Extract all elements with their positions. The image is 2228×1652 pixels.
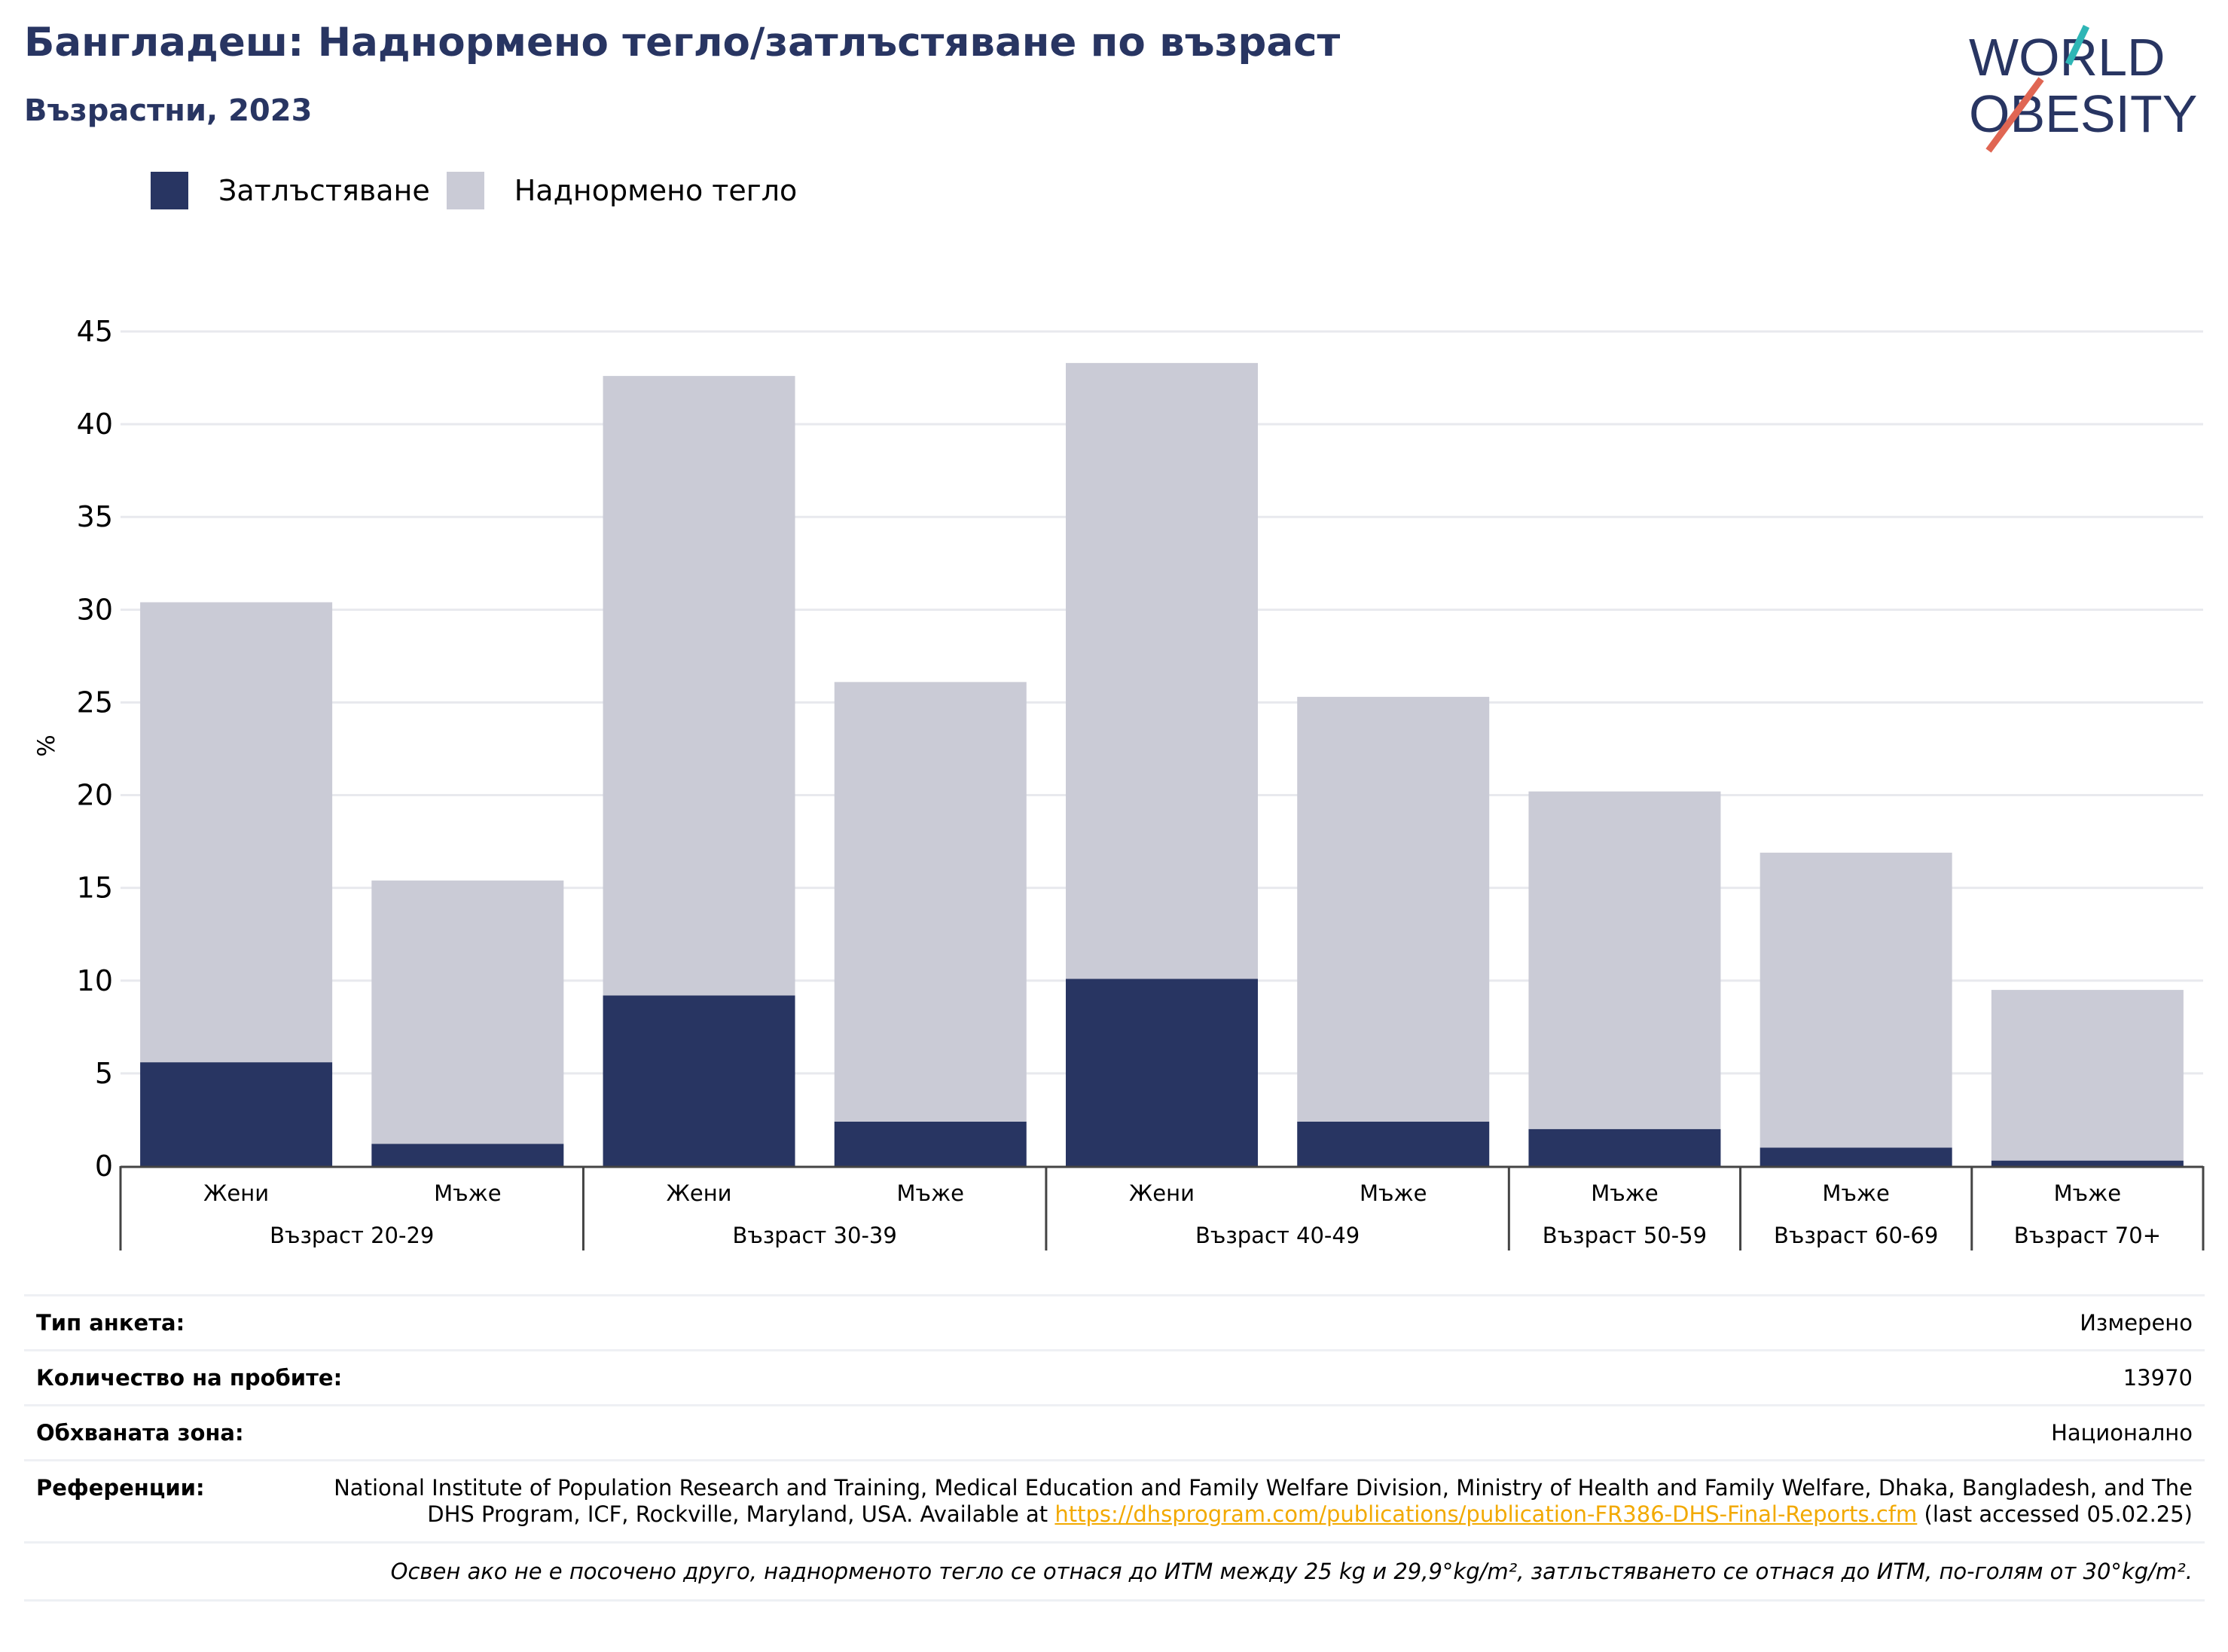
references-suffix: (last accessed 05.02.25) bbox=[1917, 1501, 2193, 1527]
x-tick-label: Мъже bbox=[2054, 1180, 2121, 1206]
logo-text-obesity: OBESITY bbox=[1969, 84, 2197, 143]
chart-title: Бангладеш: Наднормено тегло/затлъстяване… bbox=[24, 20, 1341, 66]
footnote: Освен ако не е посочено друго, наднормен… bbox=[24, 1541, 2205, 1602]
bars bbox=[140, 362, 2184, 1166]
bar-overweight bbox=[1066, 362, 1258, 979]
sample-size-label: Количество на пробите: bbox=[36, 1365, 343, 1391]
x-tick-label: Мъже bbox=[1591, 1180, 1658, 1206]
bar-overweight bbox=[603, 376, 795, 996]
y-tick-label: 25 bbox=[77, 686, 113, 719]
legend-swatch-obesity bbox=[151, 172, 188, 209]
bar-obesity bbox=[371, 1144, 564, 1166]
references-link[interactable]: https://dhsprogram.com/publications/publ… bbox=[1054, 1501, 1918, 1527]
legend-item-obesity: Затлъстяване bbox=[151, 172, 430, 209]
x-tick-label: Мъже bbox=[897, 1180, 964, 1206]
logo-teal-stroke bbox=[2065, 25, 2090, 66]
y-axis: 0 5 10 15 20 25 30 35 40 45 bbox=[77, 315, 113, 1183]
sample-size-value: 13970 bbox=[2123, 1365, 2193, 1391]
bar-obesity bbox=[1297, 1121, 1490, 1166]
logo-text-world: WORLD bbox=[1969, 28, 2165, 87]
bar-overweight bbox=[1760, 852, 1952, 1148]
bar-obesity bbox=[1991, 1160, 2184, 1166]
x-axis: Жени Мъже Жени Мъже Жени Мъже Мъже Мъже МъжеВъзр… bbox=[119, 1165, 2205, 1250]
x-group-label: Възраст 60-69 bbox=[1774, 1223, 1938, 1248]
bar-obesity bbox=[140, 1062, 333, 1166]
y-tick-label: 40 bbox=[77, 408, 113, 441]
legend-label-obesity: Затлъстяване bbox=[218, 174, 430, 207]
bar-obesity bbox=[834, 1121, 1027, 1166]
x-group-label: Възраст 50-59 bbox=[1543, 1223, 1707, 1248]
survey-type-label: Тип анкета: bbox=[36, 1310, 185, 1336]
info-row-survey-type: Тип анкета: Измерено bbox=[24, 1294, 2205, 1349]
x-tick-label: Мъже bbox=[434, 1180, 501, 1206]
bar-overweight bbox=[1297, 697, 1490, 1122]
references-label: Референции: bbox=[36, 1475, 205, 1501]
info-row-area: Обхваната зона: Национално bbox=[24, 1404, 2205, 1459]
bar-obesity bbox=[1528, 1128, 1721, 1166]
bar-overweight bbox=[834, 682, 1027, 1122]
y-tick-label: 0 bbox=[95, 1150, 113, 1183]
info-row-sample-size: Количество на пробите: 13970 bbox=[24, 1349, 2205, 1404]
info-table: Тип анкета: Измерено Количество на проби… bbox=[24, 1294, 2205, 1602]
bar-obesity bbox=[1066, 979, 1258, 1166]
logo-red-stroke bbox=[1985, 77, 2044, 153]
bar-overweight bbox=[1991, 990, 2184, 1161]
legend-swatch-overweight bbox=[446, 172, 484, 209]
bar-overweight bbox=[1528, 791, 1721, 1129]
legend-item-overweight: Наднормено тегло bbox=[446, 172, 798, 209]
survey-type-value: Измерено bbox=[2080, 1310, 2193, 1336]
y-tick-label: 20 bbox=[77, 779, 113, 812]
y-axis-label: % bbox=[33, 734, 60, 756]
area-value: Национално bbox=[2051, 1420, 2193, 1446]
world-obesity-logo: WORLD OBESITY bbox=[1969, 25, 2197, 153]
references-value: National Institute of Population Researc… bbox=[310, 1475, 2193, 1528]
x-group-label: Възраст 30-39 bbox=[733, 1223, 897, 1248]
info-row-references: Референции: National Institute of Popula… bbox=[24, 1459, 2205, 1541]
y-tick-label: 30 bbox=[77, 593, 113, 626]
x-group-label: Възраст 40-49 bbox=[1195, 1223, 1360, 1248]
references-text: National Institute of Population Researc… bbox=[334, 1475, 2193, 1527]
y-tick-label: 35 bbox=[77, 500, 113, 533]
bar-obesity bbox=[1760, 1147, 1952, 1166]
area-label: Обхваната зона: bbox=[36, 1420, 244, 1446]
x-group-label: Възраст 20-29 bbox=[270, 1223, 434, 1248]
y-tick-label: 10 bbox=[77, 964, 113, 997]
bar-chart: 0 5 10 15 20 25 30 35 40 45 % Жени Мъже Жени Мъже Жен… bbox=[33, 315, 2205, 1250]
y-tick-label: 15 bbox=[77, 872, 113, 905]
bar-overweight bbox=[371, 880, 564, 1144]
bar-obesity bbox=[603, 995, 795, 1166]
y-tick-label: 45 bbox=[77, 315, 113, 348]
x-tick-label: Жени bbox=[667, 1180, 732, 1206]
chart-subtitle: Възрастни, 2023 bbox=[24, 93, 313, 128]
y-tick-label: 5 bbox=[95, 1057, 113, 1090]
x-tick-label: Мъже bbox=[1360, 1180, 1427, 1206]
x-group-label: Възраст 70+ bbox=[2014, 1223, 2161, 1248]
legend-label-overweight: Наднормено тегло bbox=[514, 174, 798, 207]
bar-overweight bbox=[140, 602, 333, 1063]
legend: Затлъстяване Наднормено тегло bbox=[151, 172, 813, 209]
x-tick-label: Жени bbox=[1129, 1180, 1195, 1206]
x-tick-label: Мъже bbox=[1822, 1180, 1889, 1206]
x-tick-label: Жени bbox=[203, 1180, 269, 1206]
